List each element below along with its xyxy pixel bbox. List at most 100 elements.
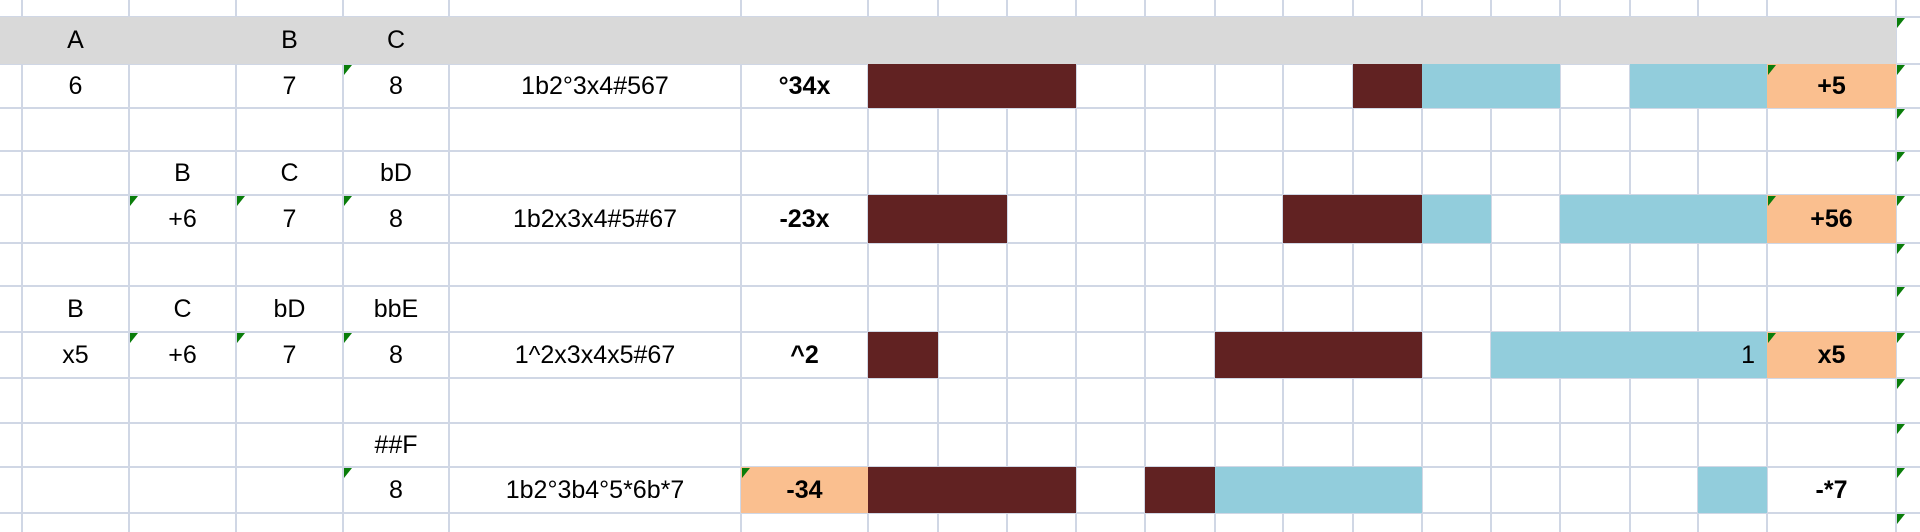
note-label[interactable]: B bbox=[174, 158, 191, 187]
note-label[interactable]: bD bbox=[273, 294, 306, 323]
blue-fill-cell bbox=[1353, 467, 1422, 513]
degree-cell[interactable]: 8 bbox=[389, 475, 403, 504]
blue-fill-cell bbox=[1491, 64, 1560, 108]
blue-fill-cell bbox=[1283, 467, 1353, 513]
blue-value-cell[interactable]: 1 bbox=[1741, 340, 1755, 369]
result-cell[interactable]: x5 bbox=[1817, 340, 1846, 369]
grid-line-vertical bbox=[1352, 0, 1354, 532]
formula-cell[interactable]: 1b2°3b4°5*6b*7 bbox=[505, 475, 685, 504]
header-band bbox=[0, 17, 1896, 64]
note-label[interactable]: ##F bbox=[374, 430, 418, 459]
grid-line-horizontal bbox=[0, 150, 1920, 152]
blue-fill-cell bbox=[1630, 64, 1698, 108]
grid-line-vertical bbox=[1006, 0, 1008, 532]
header-note-label[interactable]: C bbox=[386, 26, 406, 54]
header-note-label[interactable]: B bbox=[281, 26, 298, 54]
brown-fill-cell bbox=[1353, 195, 1422, 243]
degree-cell[interactable]: x5 bbox=[62, 340, 89, 369]
comment-marker-icon bbox=[1897, 468, 1905, 478]
grid-line-vertical bbox=[342, 0, 344, 532]
degree-cell[interactable]: 7 bbox=[282, 204, 297, 233]
note-label[interactable]: B bbox=[67, 294, 84, 323]
brown-fill-cell bbox=[1007, 467, 1076, 513]
grid-line-horizontal bbox=[0, 242, 1920, 244]
note-label[interactable]: C bbox=[173, 294, 192, 323]
grid-line-vertical bbox=[740, 0, 742, 532]
degree-cell[interactable]: 8 bbox=[389, 204, 403, 233]
comment-marker-icon bbox=[1897, 333, 1905, 343]
result-cell[interactable]: +56 bbox=[1810, 204, 1853, 233]
code-cell[interactable]: -34 bbox=[786, 475, 823, 504]
degree-cell[interactable]: 7 bbox=[282, 340, 297, 369]
grid-line-horizontal bbox=[0, 107, 1920, 109]
blue-fill-cell bbox=[1422, 64, 1491, 108]
blue-fill-cell bbox=[1560, 195, 1630, 243]
blue-fill-cell bbox=[1630, 332, 1698, 378]
comment-marker-icon bbox=[1897, 424, 1905, 434]
formula-cell[interactable]: 1^2x3x4x5#67 bbox=[514, 340, 676, 369]
grid-line-vertical bbox=[1490, 0, 1492, 532]
blue-fill-cell bbox=[1630, 195, 1698, 243]
note-label[interactable]: bbE bbox=[373, 294, 419, 323]
grid-line-vertical bbox=[448, 0, 450, 532]
orange-fill-cell bbox=[1767, 195, 1896, 243]
blue-fill-cell bbox=[1698, 64, 1767, 108]
comment-marker-icon bbox=[1897, 379, 1905, 389]
grid-line-vertical bbox=[21, 0, 23, 532]
brown-fill-cell bbox=[1353, 64, 1422, 108]
blue-fill-cell bbox=[1491, 332, 1560, 378]
blue-fill-cell bbox=[1215, 467, 1283, 513]
comment-marker-icon bbox=[344, 468, 352, 478]
brown-fill-cell bbox=[868, 195, 938, 243]
blue-fill-cell bbox=[1698, 332, 1767, 378]
comment-marker-icon bbox=[237, 333, 245, 343]
formula-cell[interactable]: 1b2x3x4#5#67 bbox=[512, 204, 678, 233]
brown-fill-cell bbox=[1353, 332, 1422, 378]
code-cell[interactable]: ^2 bbox=[790, 340, 819, 369]
note-label[interactable]: bD bbox=[380, 158, 412, 187]
degree-cell[interactable]: 7 bbox=[282, 71, 297, 100]
orange-fill-cell bbox=[1767, 64, 1896, 108]
degree-cell[interactable]: 6 bbox=[68, 71, 83, 100]
brown-fill-cell bbox=[1283, 195, 1353, 243]
comment-marker-icon bbox=[1768, 65, 1776, 75]
orange-fill-cell bbox=[1767, 332, 1896, 378]
comment-marker-icon bbox=[1768, 333, 1776, 343]
brown-fill-cell bbox=[1145, 467, 1215, 513]
grid-line-vertical bbox=[1075, 0, 1077, 532]
comment-marker-icon bbox=[1897, 244, 1905, 254]
comment-marker-icon bbox=[344, 333, 352, 343]
grid-line-horizontal bbox=[0, 512, 1920, 514]
degree-cell[interactable]: +6 bbox=[168, 340, 197, 369]
grid-line-vertical bbox=[1895, 0, 1897, 532]
header-note-label[interactable]: A bbox=[67, 26, 84, 54]
grid-line-horizontal bbox=[0, 331, 1920, 333]
brown-fill-cell bbox=[868, 64, 938, 108]
comment-marker-icon bbox=[130, 333, 138, 343]
result-cell[interactable]: +5 bbox=[1817, 71, 1846, 100]
degree-cell[interactable]: +6 bbox=[168, 204, 197, 233]
brown-fill-cell bbox=[1283, 332, 1353, 378]
brown-fill-cell bbox=[868, 467, 938, 513]
comment-marker-icon bbox=[1897, 65, 1905, 75]
result-cell[interactable]: -*7 bbox=[1815, 475, 1848, 504]
code-cell[interactable]: -23x bbox=[779, 204, 830, 233]
blue-fill-cell bbox=[1698, 195, 1767, 243]
orange-fill-cell bbox=[741, 467, 868, 513]
grid-line-vertical bbox=[128, 0, 130, 532]
grid-line-horizontal bbox=[0, 377, 1920, 379]
brown-fill-cell bbox=[938, 64, 1007, 108]
grid-line-vertical bbox=[1282, 0, 1284, 532]
grid-line-vertical bbox=[1144, 0, 1146, 532]
comment-marker-icon bbox=[344, 65, 352, 75]
formula-cell[interactable]: 1b2°3x4#567 bbox=[521, 71, 669, 100]
degree-cell[interactable]: 8 bbox=[389, 71, 403, 100]
comment-marker-icon bbox=[1897, 152, 1905, 162]
comment-marker-icon bbox=[1897, 287, 1905, 297]
brown-fill-cell bbox=[1215, 332, 1283, 378]
note-label[interactable]: C bbox=[280, 158, 299, 187]
code-cell[interactable]: °34x bbox=[778, 71, 831, 100]
degree-cell[interactable]: 8 bbox=[389, 340, 403, 369]
brown-fill-cell bbox=[1007, 64, 1076, 108]
